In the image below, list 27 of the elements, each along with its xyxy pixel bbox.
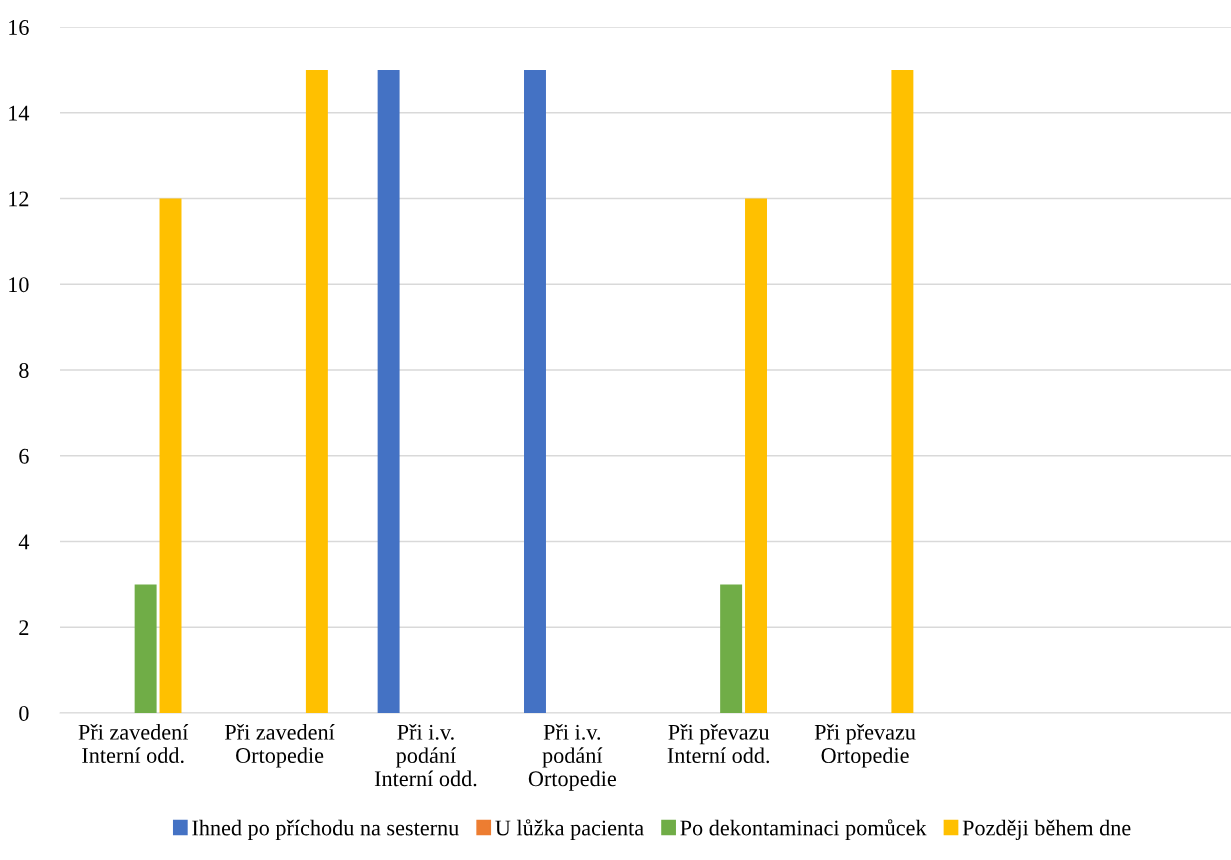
y-tick-label: 2: [19, 620, 29, 635]
y-tick-label: 16: [9, 19, 29, 35]
bar: [891, 69, 914, 713]
legend-label: Ihned po příchodu na sesternu: [192, 819, 459, 840]
y-tick-label: 12: [9, 191, 29, 207]
y-tick-label: 8: [19, 362, 29, 378]
y-tick-label: 14: [9, 105, 30, 121]
bar: [377, 69, 400, 713]
y-tick-label: 4: [18, 534, 30, 550]
x-tick-label: Při zavedení Ortopedie: [224, 724, 335, 768]
legend-label: Po dekontaminaci pomůcek: [680, 819, 927, 840]
bar: [524, 69, 546, 713]
legend-label: U lůžka pacienta: [495, 819, 644, 840]
x-tick-label: Při převazu Interní odd.: [667, 724, 770, 764]
x-tick-label: Při i.v. podání Interní odd.: [374, 724, 477, 787]
bar: [305, 69, 328, 713]
y-tick-label: 10: [9, 277, 29, 293]
x-tick-label: Při zavedení Interní odd.: [78, 724, 189, 764]
bar: [745, 198, 767, 713]
legend-label: Později během dne: [962, 819, 1131, 840]
bar: [134, 584, 157, 713]
y-tick-label: 6: [19, 448, 29, 464]
x-tick-label: Při převazu Ortopedie: [814, 724, 916, 768]
bar: [720, 584, 743, 713]
bar: [159, 198, 182, 713]
x-tick-label: Při i.v. podání Ortopedie: [528, 724, 616, 791]
y-tick-label: 0: [19, 705, 29, 721]
